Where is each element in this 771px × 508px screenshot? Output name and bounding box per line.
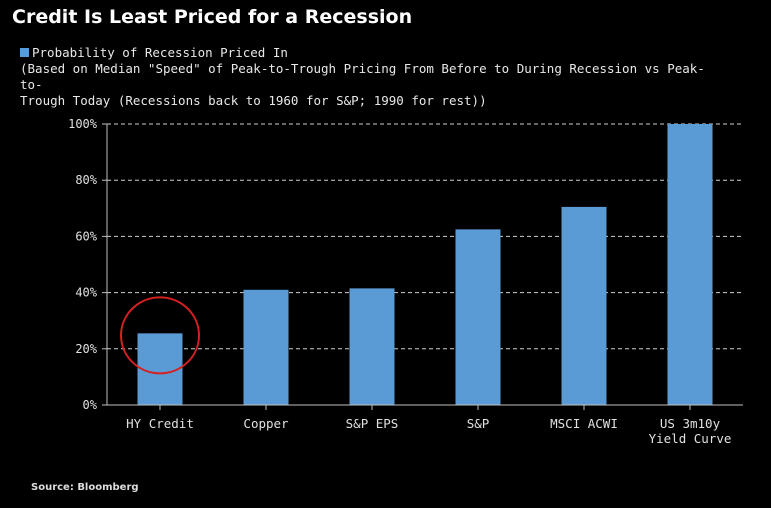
annotations	[120, 296, 200, 375]
highlight-circle	[120, 296, 200, 375]
x-tick-label: S&P EPS	[346, 416, 399, 431]
legend-swatch	[20, 48, 29, 57]
chart-title: Credit Is Least Priced for a Recession	[12, 6, 413, 28]
legend: Probability of Recession Priced In (Base…	[20, 45, 720, 109]
y-tick-label: 0%	[83, 398, 98, 412]
gridlines	[107, 123, 743, 350]
y-tick-label: 40%	[75, 286, 97, 300]
bar	[137, 333, 183, 405]
x-tick-label: MSCI ACWI	[550, 416, 618, 431]
bar	[455, 229, 501, 405]
legend-series-label: Probability of Recession Priced In	[32, 45, 288, 60]
x-tick-label: S&P	[467, 416, 490, 431]
x-tick-label: HY Credit	[126, 416, 194, 431]
x-tick-label: US 3m10y Yield Curve	[649, 416, 732, 446]
y-tick-label: 100%	[68, 117, 98, 131]
legend-note-line-2: Trough Today (Recessions back to 1960 fo…	[20, 93, 487, 108]
x-tick-label: Copper	[243, 416, 289, 431]
y-axis: 0% 20% 40% 60% 80% 100%	[68, 117, 108, 412]
source-note: Source: Bloomberg	[31, 482, 139, 493]
legend-note-line-1: (Based on Median "Speed" of Peak-to-Trou…	[20, 61, 705, 92]
bar	[349, 288, 395, 405]
y-tick-label: 20%	[75, 342, 97, 356]
x-axis: HY Credit Copper S&P EPS S&P MSCI ACWI US 3m1…	[107, 404, 743, 446]
bars	[137, 124, 713, 405]
bar	[243, 289, 289, 405]
y-tick-label: 60%	[75, 229, 97, 243]
bar	[561, 206, 607, 405]
y-tick-label: 80%	[75, 173, 97, 187]
bar	[667, 124, 713, 405]
